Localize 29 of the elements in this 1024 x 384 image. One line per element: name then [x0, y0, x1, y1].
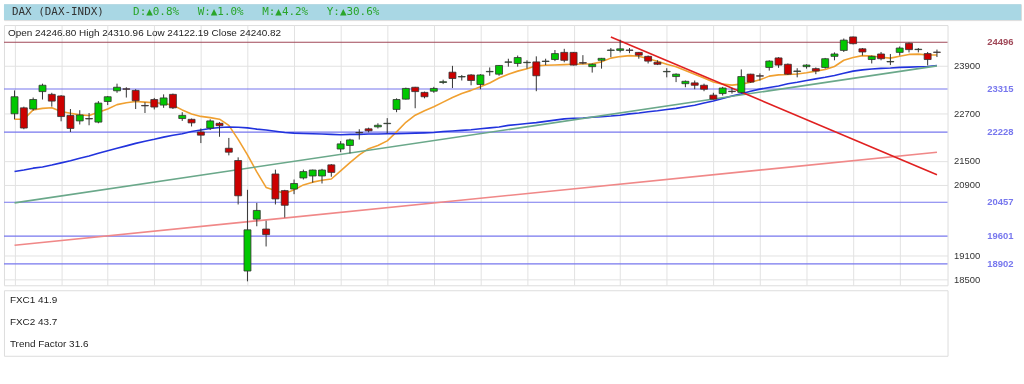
y-tick-label: 18500 — [953, 274, 981, 286]
candlestick — [262, 220, 270, 247]
ref-line-label: 20457 — [987, 196, 1014, 208]
text: FXC2 43.7 — [9, 316, 58, 328]
candlestick — [131, 88, 140, 110]
y-tick-label: 23900 — [953, 60, 981, 72]
ref-line-label: 24496 — [987, 36, 1014, 48]
candlestick — [290, 179, 298, 195]
chart-title: DAX (DAX-INDX) — [11, 5, 104, 19]
chart-subtitle: Open 24246.80 High 24310.96 Low 24122.19 Close 24240.82 — [7, 26, 282, 38]
text: Trend Factor 31.6 — [9, 337, 89, 349]
ref-line-label: 18902 — [987, 257, 1014, 269]
text: FXC1 41.9 — [9, 294, 58, 306]
candlestick — [197, 127, 205, 144]
text: M:▲4.2% — [262, 5, 309, 19]
y-tick-label: 21500 — [953, 155, 981, 167]
candlestick — [933, 49, 941, 58]
text: Y:▲30.6% — [326, 5, 380, 19]
candlestick — [252, 202, 261, 227]
ref-line-label: 19601 — [987, 230, 1014, 242]
y-tick-label: 22700 — [953, 107, 981, 119]
candlestick — [672, 72, 680, 83]
ref-line-label: 22228 — [987, 126, 1014, 138]
candlestick — [439, 79, 448, 85]
ref-line-label: 23315 — [987, 83, 1014, 94]
text: D:▲0.8% — [133, 5, 180, 19]
y-tick-label: 20900 — [953, 179, 981, 191]
text: W:▲1.0% — [197, 5, 245, 19]
y-tick-label: 19100 — [953, 250, 981, 262]
